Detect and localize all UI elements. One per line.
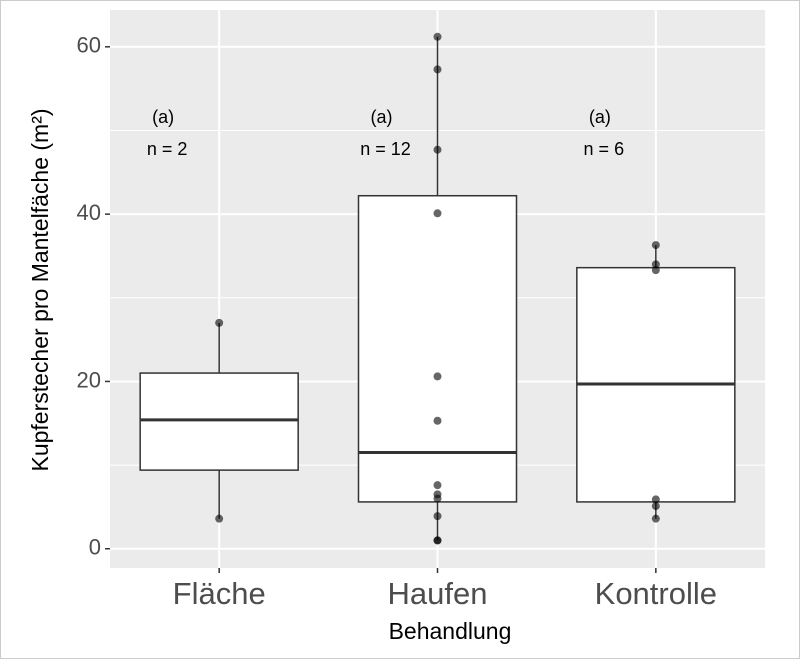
data-point (433, 512, 442, 521)
box (357, 194, 518, 503)
data-point (651, 241, 660, 250)
x-axis-title: Behandlung (389, 618, 512, 644)
n-label: n = 12 (360, 139, 411, 159)
box (139, 372, 299, 471)
data-point (433, 65, 442, 74)
data-point (433, 32, 442, 41)
data-point (433, 494, 442, 503)
group-label: (a) (371, 107, 393, 127)
y-tick-label: 20 (77, 367, 101, 392)
data-point (215, 514, 224, 523)
n-label: n = 6 (584, 139, 625, 159)
data-point (651, 260, 660, 269)
data-point (433, 372, 442, 381)
y-tick-label: 40 (77, 200, 101, 225)
y-tick-label: 60 (77, 33, 101, 58)
data-point (433, 209, 442, 218)
n-label: n = 2 (147, 139, 188, 159)
data-point (651, 502, 660, 511)
x-tick-label: Kontrolle (595, 576, 717, 611)
data-point (433, 145, 442, 154)
x-tick-label: Fläche (173, 576, 266, 611)
data-point (651, 495, 660, 504)
group-label: (a) (589, 107, 611, 127)
data-point (651, 514, 660, 523)
plot-layer: 0 20 40 60 Fläche Haufen Kontrolle (a) n = 2 (a) n… (77, 10, 765, 611)
x-tick-label: Haufen (388, 576, 488, 611)
data-point (433, 416, 442, 425)
data-point (651, 266, 660, 275)
data-point (433, 536, 442, 545)
y-tick-label: 0 (89, 535, 101, 560)
group-label: (a) (152, 107, 174, 127)
data-point (215, 318, 224, 327)
y-axis-title: Kupferstecher pro Mantelfäche (m²) (27, 108, 53, 471)
data-point (433, 481, 442, 490)
